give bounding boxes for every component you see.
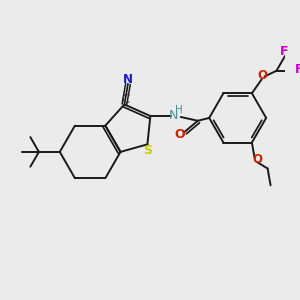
Text: O: O (175, 128, 185, 141)
Text: F: F (280, 45, 288, 58)
Text: N: N (123, 73, 133, 85)
Text: N: N (169, 109, 178, 122)
Text: H: H (175, 105, 183, 115)
Text: C: C (121, 93, 129, 106)
Text: O: O (252, 153, 262, 166)
Text: F: F (295, 63, 300, 76)
Text: O: O (258, 69, 268, 82)
Text: S: S (143, 145, 152, 158)
